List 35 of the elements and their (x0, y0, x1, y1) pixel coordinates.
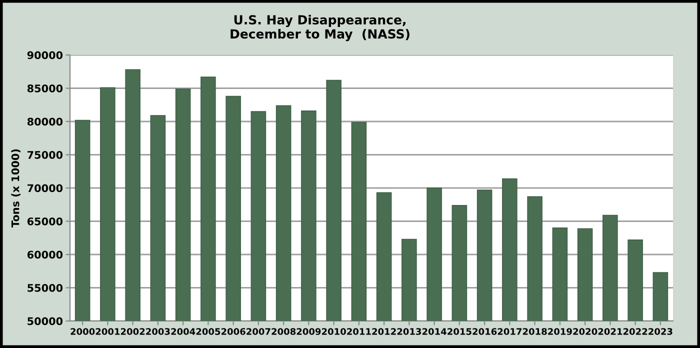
x-tick-label: 2006 (221, 328, 246, 335)
y-tick-label: 80000 (27, 118, 63, 126)
y-tick-label: 75000 (28, 150, 63, 159)
x-tick-label: 2019 (548, 328, 572, 335)
x-tick-label: 2009 (296, 328, 321, 335)
y-tick-label: 60000 (27, 250, 63, 259)
x-tick-label: 2000 (70, 328, 95, 335)
x-tick-label: 2022 (623, 328, 648, 335)
y-tick-label: 65000 (27, 217, 63, 226)
x-tick-label: 2008 (272, 328, 296, 335)
chart-title: U.S. Hay Disappearance, December to May (NASS) (230, 14, 410, 42)
x-tick-label: 2005 (196, 328, 220, 335)
y-tick-label: 70000 (28, 184, 63, 192)
x-tick-label: 2012 (372, 328, 396, 335)
y-tick-label: 55000 (28, 284, 63, 292)
x-tick-label: 2014 (422, 328, 446, 335)
x-tick-label: 2007 (246, 328, 270, 335)
x-tick-label: 2018 (522, 328, 547, 335)
x-tick-label: 2021 (598, 328, 622, 335)
x-tick-label: 2003 (146, 328, 170, 335)
x-tick-label: 2013 (397, 328, 422, 335)
x-tick-label: 2023 (648, 328, 672, 335)
y-tick-label: 50000 (28, 317, 63, 326)
x-tick-label: 2011 (347, 328, 371, 335)
x-tick-label: 2020 (573, 328, 598, 335)
x-tick-label: 2015 (448, 328, 472, 335)
x-tick-label: 2010 (322, 328, 346, 335)
x-tick-label: 2017 (498, 328, 522, 335)
y-tick-label: 85000 (27, 84, 63, 92)
y-tick-label: 90000 (27, 51, 63, 60)
x-tick-label: 2004 (171, 328, 196, 335)
x-tick-label: 2001 (96, 328, 120, 335)
y-axis-title: Tons (x 1000) (11, 149, 20, 228)
x-tick-label: 2002 (120, 328, 145, 335)
x-tick-label: 2016 (472, 328, 497, 335)
